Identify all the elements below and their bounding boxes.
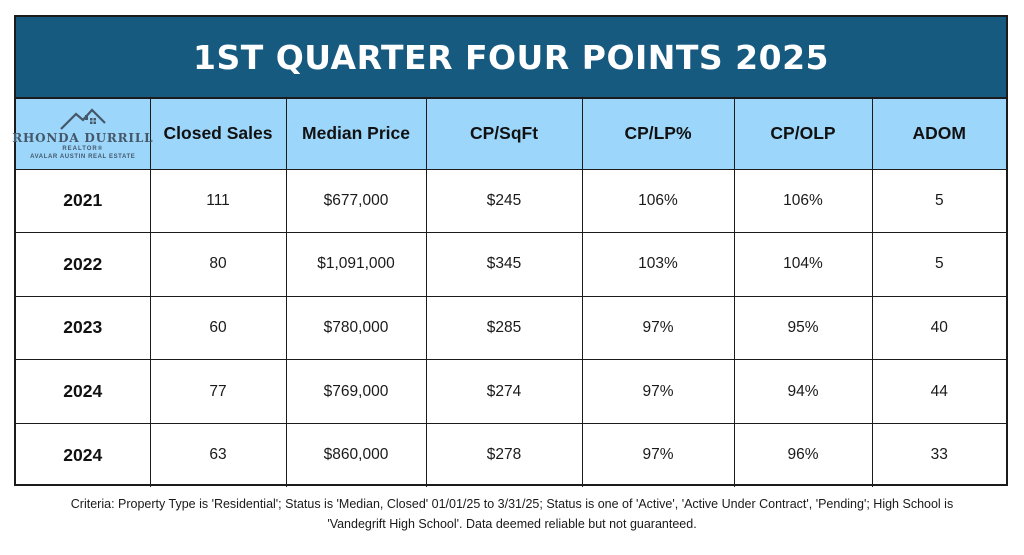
agent-logo: RHONDA DURRILL REALTOR® AVALAR AUSTIN RE… <box>12 108 153 160</box>
cell-closed-sales: 77 <box>149 359 287 424</box>
cell-cp-olp: 96% <box>733 422 873 487</box>
table-row: 2022 80 $1,091,000 $345 103% 104% 5 <box>16 232 1006 297</box>
cell-closed-sales: 63 <box>149 422 287 487</box>
cell-cp-lp: 97% <box>581 295 735 361</box>
table-row: 2021 111 $677,000 $245 106% 106% 5 <box>16 168 1006 234</box>
cell-cp-olp: 94% <box>733 359 873 424</box>
cell-median-price: $1,091,000 <box>285 232 427 297</box>
cell-cp-lp: 97% <box>581 422 735 487</box>
cell-adom: 40 <box>871 295 1006 361</box>
header-closed-sales: Closed Sales <box>149 99 287 170</box>
cell-adom: 44 <box>871 359 1006 424</box>
cell-cp-sqft: $245 <box>425 168 583 234</box>
table-row: 2024 77 $769,000 $274 97% 94% 44 <box>16 359 1006 424</box>
cell-closed-sales: 111 <box>149 168 287 234</box>
cell-median-price: $860,000 <box>285 422 427 487</box>
house-roof-icon <box>59 108 106 130</box>
cell-cp-lp: 103% <box>581 232 735 297</box>
table-row: 2023 60 $780,000 $285 97% 95% 40 <box>16 295 1006 361</box>
cell-closed-sales: 60 <box>149 295 287 361</box>
cell-cp-olp: 106% <box>733 168 873 234</box>
cell-cp-olp: 95% <box>733 295 873 361</box>
cell-median-price: $677,000 <box>285 168 427 234</box>
row-year: 2024 <box>16 359 151 424</box>
cell-cp-olp: 104% <box>733 232 873 297</box>
cell-adom: 33 <box>871 422 1006 487</box>
criteria-line-1: Criteria: Property Type is 'Residential'… <box>70 497 954 511</box>
row-year: 2023 <box>16 295 151 361</box>
header-median-price: Median Price <box>285 99 427 170</box>
cell-cp-lp: 97% <box>581 359 735 424</box>
logo-agent-name: RHONDA DURRILL <box>12 130 154 145</box>
stats-table: RHONDA DURRILL REALTOR® AVALAR AUSTIN RE… <box>12 99 1006 487</box>
cell-cp-sqft: $278 <box>425 422 583 487</box>
cell-adom: 5 <box>871 232 1006 297</box>
table-row: 2024 63 $860,000 $278 97% 96% 33 <box>16 422 1006 487</box>
row-year: 2021 <box>16 168 151 234</box>
cell-median-price: $769,000 <box>285 359 427 424</box>
cell-cp-lp: 106% <box>581 168 735 234</box>
header-row: RHONDA DURRILL REALTOR® AVALAR AUSTIN RE… <box>12 99 1006 170</box>
cell-cp-sqft: $345 <box>425 232 583 297</box>
header-cp-olp: CP/OLP <box>733 99 873 170</box>
cell-cp-sqft: $274 <box>425 359 583 424</box>
market-stats-table-card: 1ST QUARTER FOUR POINTS 2025 <box>12 15 1008 487</box>
cell-cp-sqft: $285 <box>425 295 583 361</box>
logo-realtor-label: REALTOR® <box>62 145 104 152</box>
logo-brokerage-name: AVALAR AUSTIN REAL ESTATE <box>30 153 136 160</box>
cell-closed-sales: 80 <box>149 232 287 297</box>
logo-cell: RHONDA DURRILL REALTOR® AVALAR AUSTIN RE… <box>12 99 153 170</box>
table-title: 1ST QUARTER FOUR POINTS 2025 <box>16 17 1006 99</box>
header-cp-sqft: CP/SqFt <box>425 99 583 170</box>
row-year: 2022 <box>16 232 151 297</box>
header-cp-lp: CP/LP% <box>581 99 735 170</box>
cell-adom: 5 <box>871 168 1006 234</box>
header-adom: ADOM <box>871 99 1006 170</box>
criteria-footnote: Criteria: Property Type is 'Residential'… <box>30 494 994 534</box>
row-year: 2024 <box>16 422 151 487</box>
cell-median-price: $780,000 <box>285 295 427 361</box>
criteria-line-2: 'Vandegrift High School'. Data deemed re… <box>327 517 697 531</box>
